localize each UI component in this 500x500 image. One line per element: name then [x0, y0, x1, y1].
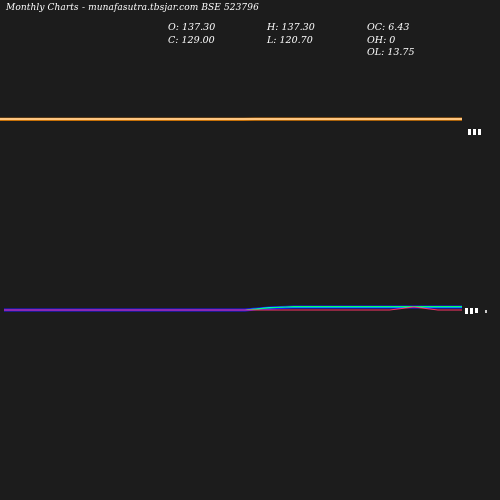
ohlc-high: H: 137.30: [267, 22, 315, 33]
price-marker: [468, 129, 481, 135]
indicator-panel: [4, 305, 462, 312]
ohlc-close: C: 129.00: [168, 35, 215, 46]
ohlc-open: O: 137.30: [168, 22, 216, 33]
ohlc-low: L: 120.70: [267, 35, 313, 46]
ohlc-oc: OC: 6.43: [367, 22, 410, 33]
chart-title: Monthly Charts: [6, 3, 79, 13]
chart-source: - munafasutra.tbsjar.com BSE 523796: [82, 3, 259, 13]
ohlc-oh: OH: 0: [367, 35, 396, 46]
ohlc-ol: OL: 13.75: [367, 47, 415, 58]
indicator-marker: [465, 308, 487, 314]
indicator-series-3: [4, 306, 462, 311]
